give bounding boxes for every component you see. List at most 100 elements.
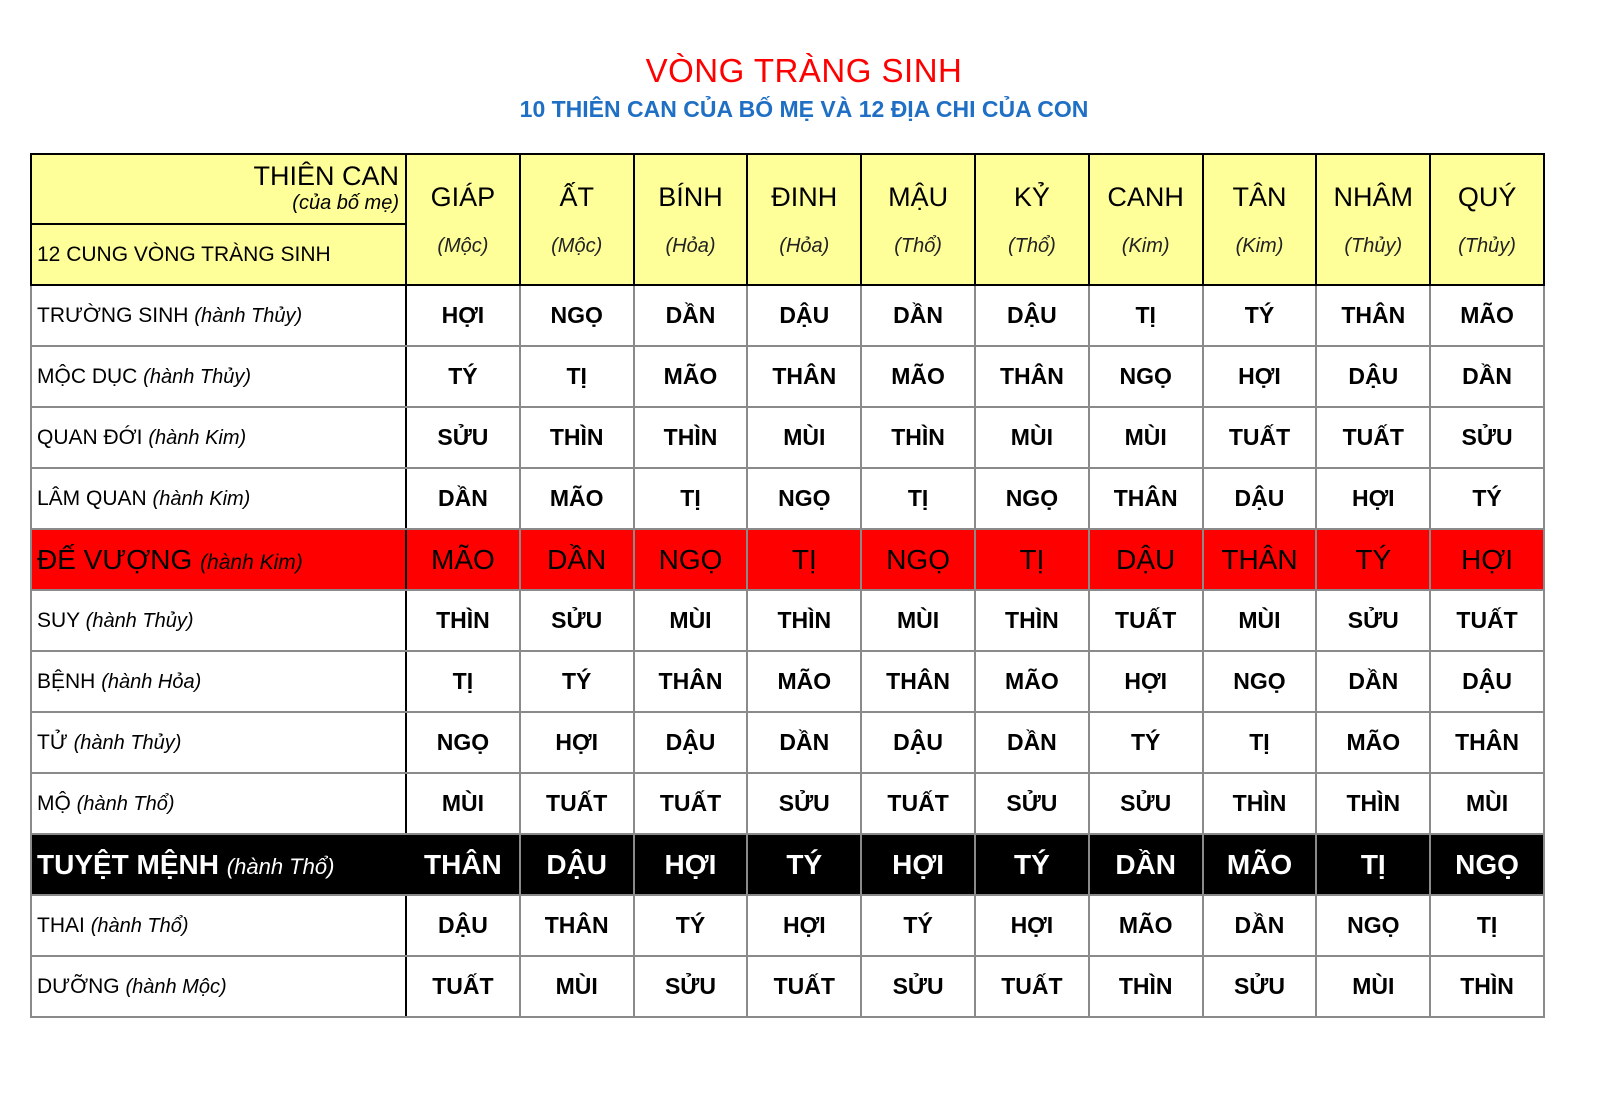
- row-label-element: (hành Mộc): [125, 975, 227, 998]
- header-row-2: 12 CUNG VÒNG TRÀNG SINH: [30, 223, 1544, 286]
- table-cell: HỢI: [632, 833, 749, 896]
- table-cell: TỊ: [1201, 711, 1318, 774]
- table-cell: DẬU: [1201, 467, 1318, 530]
- table-cell: MÙI: [1087, 406, 1204, 469]
- row-label: LÂM QUAN (hành Kim): [30, 467, 407, 530]
- table-row: ĐẾ VƯỢNG (hành Kim) MÃO DẦN NGỌ TỊ NGỌ TỊ DẬU TH…: [30, 528, 1545, 591]
- table-cell: TUẤT: [1087, 589, 1204, 652]
- table-cell: TÝ: [746, 833, 863, 896]
- column-header-7: TÂN (Kim): [1201, 153, 1318, 286]
- table-cell: DẦN: [1087, 833, 1204, 896]
- table-cell: TUẤT: [746, 955, 863, 1018]
- table-cell: THÂN: [1201, 528, 1318, 591]
- column-header-0: GIÁP (Mộc): [405, 153, 521, 286]
- table-cell: MÙI: [1201, 589, 1318, 652]
- table-cell: TUẤT: [405, 955, 521, 1018]
- row-label-name: THAI: [37, 913, 85, 937]
- table-cell: HỢI: [1087, 650, 1204, 713]
- column-header-6: CANH (Kim): [1087, 153, 1204, 286]
- table-cell: TÝ: [860, 894, 976, 957]
- row-label-element: (hành Thổ): [90, 914, 189, 937]
- table-cell: MÙI: [405, 772, 521, 835]
- row-label: SUY (hành Thủy): [30, 589, 407, 652]
- table-cell: TUẤT: [518, 772, 635, 835]
- row-label-element: (hành Thủy): [73, 731, 182, 754]
- row-label-name: DƯỠNG: [37, 974, 120, 998]
- table-cell: DẬU: [632, 711, 749, 774]
- table-cell: TUẤT: [632, 772, 749, 835]
- table-cell: TÝ: [1429, 467, 1545, 530]
- column-element: (Thổ): [894, 234, 942, 257]
- table-cell: TUẤT: [973, 955, 1090, 1018]
- column-name: NHÂM: [1333, 181, 1414, 212]
- table-cell: HỢI: [1429, 528, 1545, 591]
- table-cell: MÙI: [1429, 772, 1545, 835]
- table-cell: THÂN: [518, 894, 635, 957]
- table-row: SUY (hành Thủy) THÌN SỬU MÙI THÌN MÙI THÌN TUẤT…: [30, 589, 1545, 652]
- column-header-9: QUÝ (Thủy): [1429, 153, 1545, 286]
- table-cell: MÙI: [860, 589, 976, 652]
- table-cell: DẬU: [1429, 650, 1545, 713]
- table-row: DƯỠNG (hành Mộc) TUẤT MÙI SỬU TUẤT SỬU TUẤT THÌ…: [30, 955, 1545, 1018]
- table-cell: TỊ: [746, 528, 863, 591]
- table-cell: TỊ: [860, 467, 976, 530]
- table-row: TRƯỜNG SINH (hành Thủy) HỢI NGỌ DẦN DẬU DẦN DẬ…: [30, 284, 1545, 347]
- table-cell: TÝ: [518, 650, 635, 713]
- table-cell: DẬU: [1087, 528, 1204, 591]
- row-label: THAI (hành Thổ): [30, 894, 407, 957]
- row-label: TUYỆT MỆNH (hành Thổ): [30, 833, 407, 896]
- table-cell: THÂN: [1315, 284, 1432, 347]
- row-label-element: (hành Kim): [200, 550, 303, 574]
- table-cell: MÙI: [973, 406, 1090, 469]
- table-cell: TỊ: [1087, 284, 1204, 347]
- column-header-8: NHÂM (Thủy): [1315, 153, 1432, 286]
- column-element: (Thủy): [1458, 234, 1516, 257]
- table-cell: THÌN: [1087, 955, 1204, 1018]
- table-cell: DẬU: [405, 894, 521, 957]
- table-cell: SỬU: [860, 955, 976, 1018]
- table-cell: DẦN: [518, 528, 635, 591]
- table-cell: MÃO: [1429, 284, 1545, 347]
- table-cell: THÌN: [746, 589, 863, 652]
- table-cell: SỬU: [632, 955, 749, 1018]
- table-cell: MÃO: [860, 345, 976, 408]
- table-cell: TUẤT: [860, 772, 976, 835]
- table-cell: DẬU: [973, 284, 1090, 347]
- table-cell: DẦN: [1429, 345, 1545, 408]
- table-cell: THÌN: [405, 589, 521, 652]
- table-cell: DẬU: [860, 711, 976, 774]
- table-cell: TỊ: [1429, 894, 1545, 957]
- column-name: GIÁP: [430, 181, 496, 212]
- row-label-name: SUY: [37, 608, 80, 632]
- page-title: VÒNG TRÀNG SINH: [645, 52, 963, 89]
- page-subtitle: 10 THIÊN CAN CỦA BỐ MẸ VÀ 12 ĐỊA CHI CỦA…: [519, 96, 1089, 122]
- table-cell: THÌN: [1315, 772, 1432, 835]
- table-cell: THÂN: [860, 650, 976, 713]
- corner-top-sublabel: (của bố mẹ): [292, 192, 399, 214]
- column-name: BÍNH: [658, 181, 723, 212]
- table-cell: HỢI: [746, 894, 863, 957]
- row-label-name: MỘC DỤC: [37, 364, 138, 388]
- column-element: (Kim): [1121, 234, 1170, 257]
- table-cell: TỊ: [1315, 833, 1432, 896]
- column-header-4: MẬU (Thổ): [860, 153, 976, 286]
- table-cell: HỢI: [860, 833, 976, 896]
- table-cell: SỬU: [746, 772, 863, 835]
- table-cell: MÃO: [518, 467, 635, 530]
- column-header-5: KỶ (Thổ): [973, 153, 1090, 286]
- row-label: BỆNH (hành Hỏa): [30, 650, 407, 713]
- table-cell: THÌN: [973, 589, 1090, 652]
- table-cell: MÙI: [1315, 955, 1432, 1018]
- table-cell: DẦN: [746, 711, 863, 774]
- header-row: THIÊN CAN (của bố mẹ) GIÁP (Mộc) ẤT (Mộc) BÍ…: [30, 153, 1545, 286]
- table-cell: DẦN: [1315, 650, 1432, 713]
- table-cell: NGỌ: [518, 284, 635, 347]
- table-cell: NGỌ: [632, 528, 749, 591]
- table-cell: SỬU: [973, 772, 1090, 835]
- table-cell: MÃO: [405, 528, 521, 591]
- table-cell: MÙI: [746, 406, 863, 469]
- column-name: ĐINH: [771, 181, 838, 212]
- table-cell: DẬU: [518, 833, 635, 896]
- corner-cung-label: 12 CUNG VÒNG TRÀNG SINH: [30, 223, 407, 286]
- row-label-element: (hành Hỏa): [101, 670, 202, 693]
